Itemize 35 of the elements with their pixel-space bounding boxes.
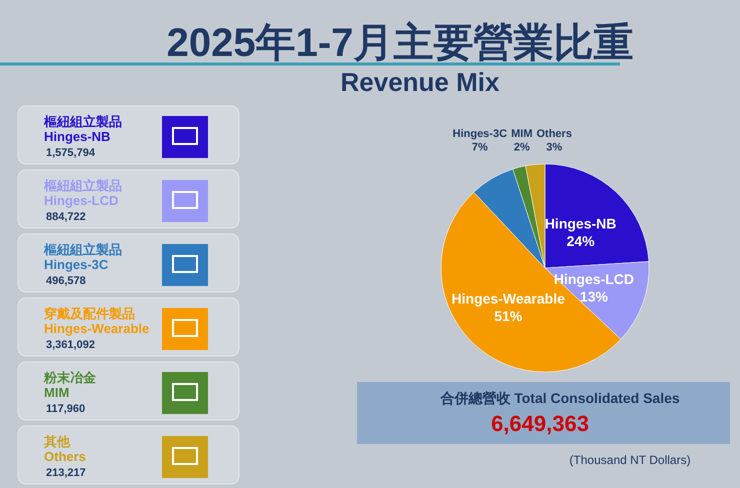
text: 117,960 bbox=[46, 403, 86, 415]
text: 6,649,363 bbox=[491, 411, 589, 436]
slice-label: Hinges-Wearable bbox=[452, 290, 566, 306]
text: MIM bbox=[44, 385, 70, 400]
text: Hinges-LCD bbox=[44, 193, 118, 208]
text: 樞紐組立製品 bbox=[43, 114, 122, 129]
text: 合併總營收 Total Consolidated Sales bbox=[439, 390, 680, 406]
text: 1,575,794 bbox=[46, 147, 96, 159]
text: Hinges-NB bbox=[44, 129, 110, 144]
data-label: 51% bbox=[494, 308, 523, 324]
text: 穿戴及配件製品 bbox=[43, 306, 135, 321]
text: 496,578 bbox=[46, 275, 86, 287]
data-label: 2% bbox=[514, 142, 530, 154]
chart-subtitle: Revenue Mix bbox=[340, 67, 500, 97]
text: 3,361,092 bbox=[46, 339, 95, 351]
text: 樞紐組立製品 bbox=[43, 178, 122, 193]
text: 其他 bbox=[43, 434, 71, 449]
slice-label: Hinges-LCD bbox=[554, 271, 634, 288]
text: Hinges-Wearable bbox=[44, 321, 150, 336]
slice-label: Hinges-NB bbox=[544, 216, 616, 232]
text: 樞紐組立製品 bbox=[43, 242, 122, 257]
text: 213,217 bbox=[46, 467, 86, 479]
data-label: 13% bbox=[580, 288, 608, 305]
text: (Thousand NT Dollars) bbox=[569, 453, 691, 467]
data-label: 3% bbox=[546, 142, 562, 154]
data-label: 7% bbox=[472, 142, 488, 154]
text: Others bbox=[44, 449, 86, 464]
data-label: 24% bbox=[566, 233, 596, 250]
slice-label: Others bbox=[536, 128, 572, 140]
slice-label: MIM bbox=[511, 128, 532, 140]
chart-title: 2025年1-7月主要營業比重 bbox=[166, 21, 634, 65]
slice-label: Hinges-3C bbox=[452, 128, 508, 140]
text: 884,722 bbox=[46, 211, 86, 223]
text: Hinges-3C bbox=[44, 257, 109, 272]
text: 粉末冶金 bbox=[43, 370, 97, 385]
